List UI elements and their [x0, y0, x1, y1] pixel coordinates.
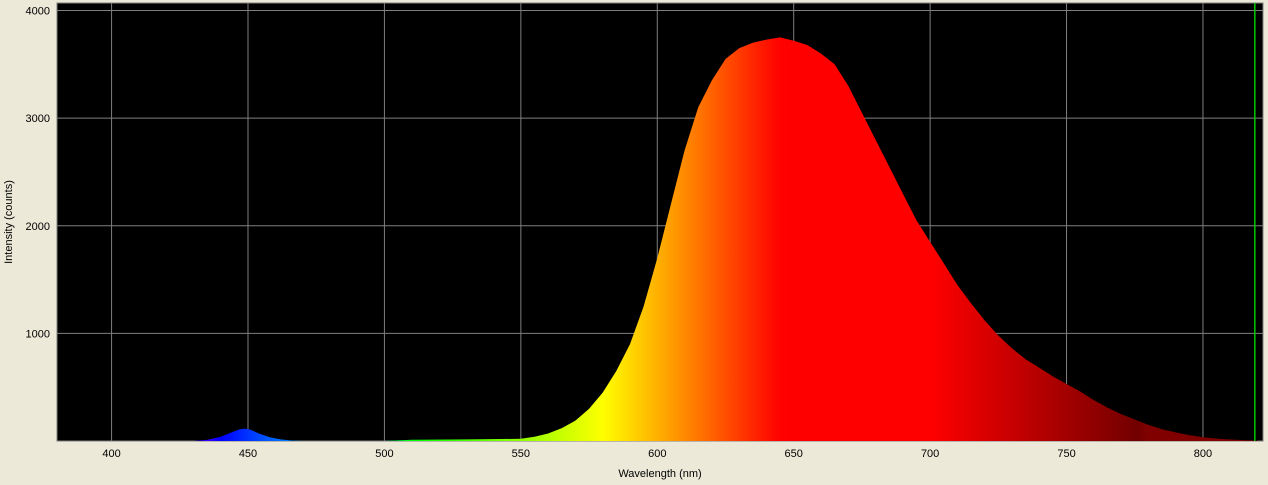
x-tick-label: 750 [1057, 448, 1075, 460]
x-tick-label: 400 [102, 448, 120, 460]
x-tick-label: 450 [239, 448, 257, 460]
y-tick-label: 1000 [26, 328, 50, 340]
y-tick-label: 2000 [26, 221, 50, 233]
tick-labels: 400 450 500 550 600 650 700 750 800 1000 2000 3000 4… [26, 6, 1213, 460]
y-axis-title: Intensity (counts) [3, 180, 15, 264]
y-tick-label: 4000 [26, 6, 50, 18]
y-tick-label: 3000 [26, 113, 50, 125]
spectrum-area [57, 37, 1258, 442]
x-axis-title: Wavelength (nm) [618, 468, 701, 480]
x-tick-label: 500 [375, 448, 393, 460]
x-tick-label: 700 [921, 448, 939, 460]
x-tick-label: 550 [512, 448, 530, 460]
x-tick-label: 650 [785, 448, 803, 460]
x-tick-label: 800 [1194, 448, 1212, 460]
x-tick-label: 600 [648, 448, 666, 460]
